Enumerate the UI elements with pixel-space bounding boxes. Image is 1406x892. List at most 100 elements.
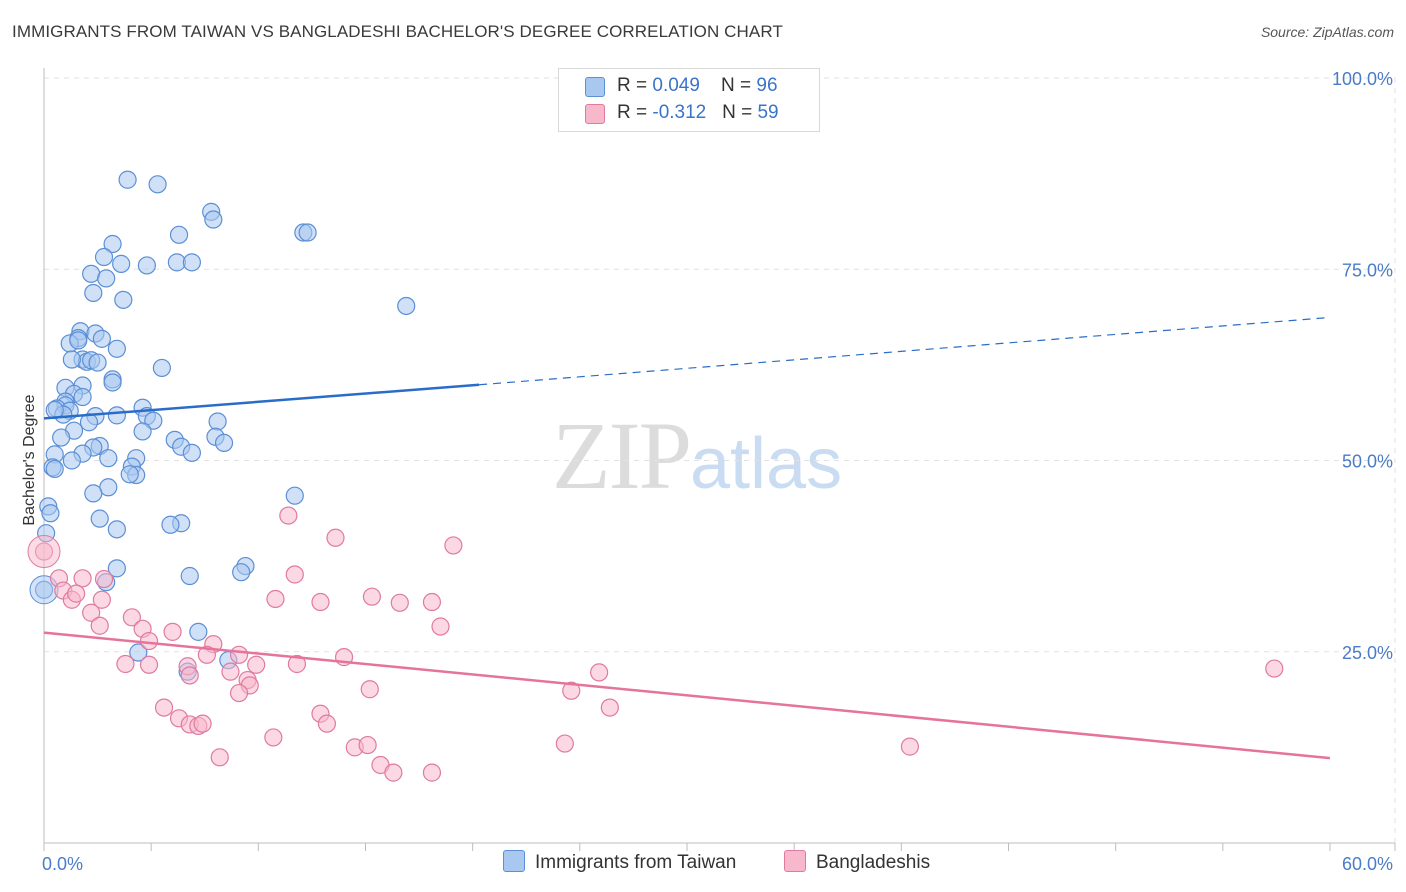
taiwan-point: [82, 264, 101, 283]
taiwan-point: [204, 210, 223, 229]
bangladeshi-point: [193, 714, 212, 733]
taiwan-point: [180, 566, 199, 586]
taiwan-point: [214, 433, 234, 453]
bangladeshi-point: [82, 603, 101, 622]
bangladeshi-point: [600, 698, 619, 717]
bangladeshi-point: [116, 654, 135, 674]
bangladeshi-point: [279, 506, 298, 525]
bangladeshi-point: [590, 663, 609, 682]
taiwan-point: [90, 509, 109, 528]
correlation-legend: R = 0.049 N = 96 R = -0.312 N = 59: [558, 68, 820, 132]
legend-row-taiwan-text: R = 0.049 N = 96: [617, 75, 778, 97]
taiwan-swatch: [585, 77, 605, 97]
bangladeshi-point: [229, 683, 249, 703]
r-value: -0.312: [652, 102, 707, 123]
legend-item-bangladeshi[interactable]: Bangladeshis: [784, 850, 930, 874]
taiwan-point: [69, 331, 88, 350]
bangladeshi-point: [247, 655, 266, 674]
source-credit: Source: ZipAtlas.com: [1260, 24, 1394, 40]
taiwan-point: [99, 449, 118, 468]
bangladeshi-point: [362, 587, 382, 606]
taiwan-point: [107, 406, 126, 425]
r-value: 0.049: [652, 75, 700, 96]
taiwan-point: [41, 504, 60, 523]
grid-lines: [44, 77, 1396, 843]
bangladeshi-point: [317, 714, 337, 733]
y-tick-label: 25.0%: [1342, 643, 1393, 663]
bangladeshi-point: [94, 569, 114, 589]
taiwan-point: [107, 520, 126, 539]
bangladeshi-point: [390, 593, 409, 612]
taiwan-point: [129, 643, 148, 662]
bangladeshi-point: [163, 622, 182, 641]
bangladeshi-point: [422, 592, 442, 612]
trend-lines: [43, 316, 1331, 760]
bangladeshi-point: [285, 565, 304, 584]
y-tick-label: 75.0%: [1342, 260, 1393, 280]
bangladeshi-point: [264, 728, 283, 747]
axes: [43, 68, 1396, 851]
taiwan-point: [52, 428, 71, 447]
bangladeshi-point: [221, 662, 240, 681]
bangladeshi-trend-line: [43, 631, 1331, 760]
watermark-zip: ZIP: [552, 402, 692, 509]
bangladeshi-point: [197, 645, 216, 664]
watermark-atlas: atlas: [690, 424, 843, 504]
bangladeshi-points: [27, 506, 1284, 782]
bangladeshi-point: [358, 735, 377, 755]
legend-row-bangladeshi-text: R = -0.312 N = 59: [617, 102, 779, 124]
bangladeshi-point: [555, 734, 574, 753]
r-label: R =: [617, 75, 653, 96]
chart-title: IMMIGRANTS FROM TAIWAN VS BANGLADESHI BA…: [12, 22, 783, 41]
bangladeshi-point: [229, 645, 249, 664]
bangladeshi-swatch: [585, 104, 605, 124]
bangladeshi-point: [900, 737, 920, 756]
taiwan-point: [97, 269, 116, 288]
bangladeshi-point: [180, 666, 199, 685]
taiwan-point: [118, 170, 137, 189]
legend-label-taiwan: Immigrants from Taiwan: [535, 852, 737, 873]
taiwan-point: [84, 283, 103, 303]
taiwan-point: [92, 329, 111, 348]
bangladeshi-point: [311, 592, 330, 612]
taiwan-point: [144, 411, 163, 430]
bangladeshi-point: [422, 763, 442, 782]
legend-item-taiwan[interactable]: Immigrants from Taiwan: [503, 850, 736, 874]
taiwan-point: [232, 563, 251, 582]
taiwan-point: [298, 223, 317, 242]
taiwan-point: [169, 225, 189, 244]
taiwan-point: [94, 247, 114, 267]
r-label: R =: [617, 102, 653, 123]
taiwan-point: [107, 559, 126, 578]
bangladeshi-point: [562, 681, 581, 700]
taiwan-point: [137, 256, 156, 275]
taiwan-point: [285, 486, 304, 505]
bangladeshi-point: [431, 617, 450, 636]
taiwan-point: [114, 290, 133, 309]
y-axis-label: Bachelor's Degree: [21, 394, 38, 525]
taiwan-point: [62, 350, 81, 369]
taiwan-point: [73, 387, 92, 407]
bangladeshi-point: [444, 536, 463, 555]
bangladeshi-point: [73, 569, 92, 588]
taiwan-trend-extension: [479, 316, 1331, 386]
taiwan-point: [84, 484, 103, 503]
tick-labels: 25.0% 50.0% 75.0% 100.0% 0.0% 60.0% Bachelor's…: [21, 69, 1393, 874]
x-tick-label: 0.0%: [42, 854, 83, 874]
taiwan-point: [45, 459, 64, 479]
taiwan-point: [189, 622, 208, 641]
taiwan-point: [152, 358, 171, 378]
y-tick-label: 50.0%: [1342, 452, 1393, 472]
legend-label-bangladeshi: Bangladeshis: [816, 852, 931, 873]
n-value: 96: [756, 75, 778, 96]
taiwan-point: [103, 234, 122, 254]
taiwan-point: [397, 296, 416, 316]
watermark: ZIPatlas: [552, 400, 842, 511]
bangladeshi-point: [139, 655, 159, 674]
n-label: N =: [722, 102, 758, 123]
bangladeshi-legend-swatch: [784, 850, 806, 872]
taiwan-point: [208, 412, 227, 431]
n-value: 59: [757, 102, 779, 123]
bangladeshi-point: [67, 584, 86, 603]
taiwan-point: [112, 254, 131, 273]
